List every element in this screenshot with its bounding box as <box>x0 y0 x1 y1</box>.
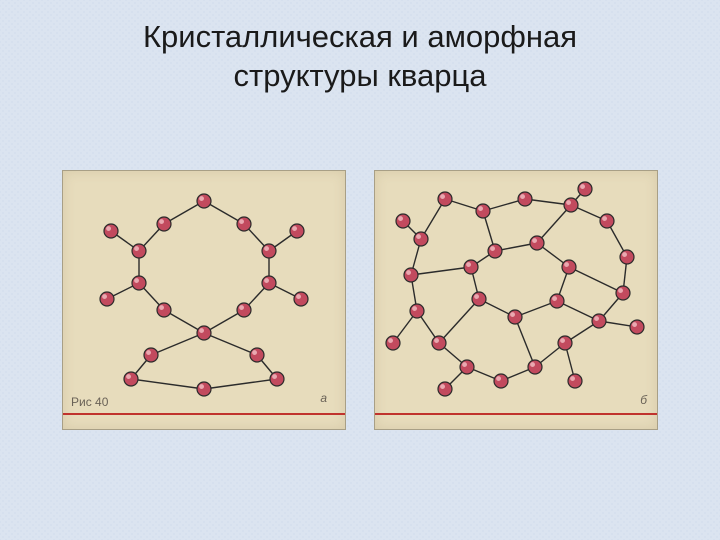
underline-rule <box>63 413 345 415</box>
diagram-panels: Рис 40 а б <box>62 170 658 430</box>
figure-number: Рис 40 <box>71 395 108 409</box>
amorphous-diagram <box>375 171 657 429</box>
title-line-2: структуры кварца <box>234 58 487 93</box>
panel-a-caption: а <box>320 391 327 405</box>
panel-amorphous: б <box>374 170 658 430</box>
page-title: Кристаллическая и аморфная структуры ква… <box>0 0 720 96</box>
crystalline-diagram <box>63 171 345 429</box>
panel-b-caption: б <box>640 393 647 407</box>
panel-crystalline: Рис 40 а <box>62 170 346 430</box>
underline-rule <box>375 413 657 415</box>
title-line-1: Кристаллическая и аморфная <box>143 19 577 54</box>
